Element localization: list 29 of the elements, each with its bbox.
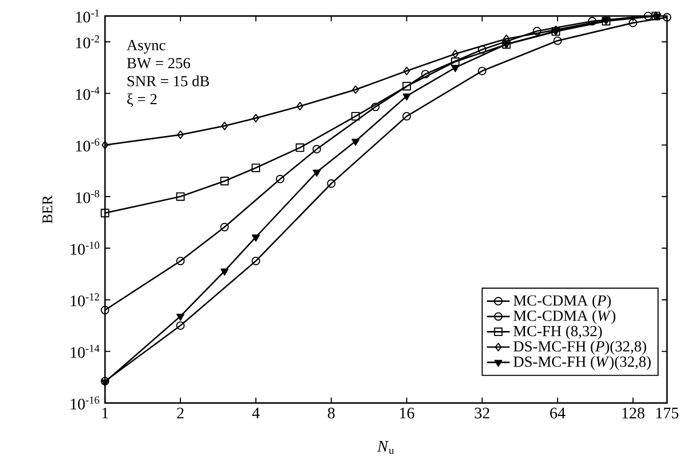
annotation: ξ = 2 — [127, 93, 157, 107]
x-tick-label: 1 — [102, 408, 108, 418]
legend-label: DS-MC-FH (P)(32,8) — [514, 340, 646, 355]
legend-label: MC-FH (8,32) — [514, 325, 602, 340]
y-tick-label: 10$^{-14}$ — [70, 344, 100, 358]
legend-label: MC-CDMA (P) — [514, 294, 611, 309]
x-tick-label: 16 — [400, 408, 414, 418]
y-tick-label: 10$^{-2}$ — [76, 35, 100, 48]
y-tick-label: 10$^{-4}$ — [76, 86, 100, 100]
annotation: BW = 256 — [127, 58, 190, 68]
x-tick-label: 2 — [177, 408, 184, 418]
legend-label: MC-CDMA (W) — [514, 310, 616, 324]
x-tick-label: 32 — [474, 408, 490, 418]
y-axis-title: BER — [42, 195, 52, 224]
y-tick-label: 10$^{-12}$ — [70, 293, 100, 306]
x-tick-label: 175 — [656, 408, 678, 418]
y-tick-label: 10$^{-10}$ — [70, 242, 100, 255]
y-tick-label: 10$^{-1}$ — [76, 9, 99, 22]
y-tick-label: 10$^{-6}$ — [76, 138, 100, 152]
x-tick-label: 4 — [252, 408, 260, 418]
legend-label: DS-MC-FH (W)(32,8) — [514, 356, 651, 370]
x-tick-label: 64 — [550, 408, 566, 418]
x-tick-label: 8 — [328, 408, 335, 418]
annotation: SNR = 15 dB — [128, 76, 210, 86]
y-tick-label: 10$^{-8}$ — [76, 190, 100, 204]
annotation: Async — [126, 40, 166, 54]
y-tick-label: 10$^{-16}$ — [70, 396, 100, 410]
x-tick-label: 128 — [622, 408, 644, 418]
x-axis-title: N$_{u}$ — [377, 440, 394, 454]
